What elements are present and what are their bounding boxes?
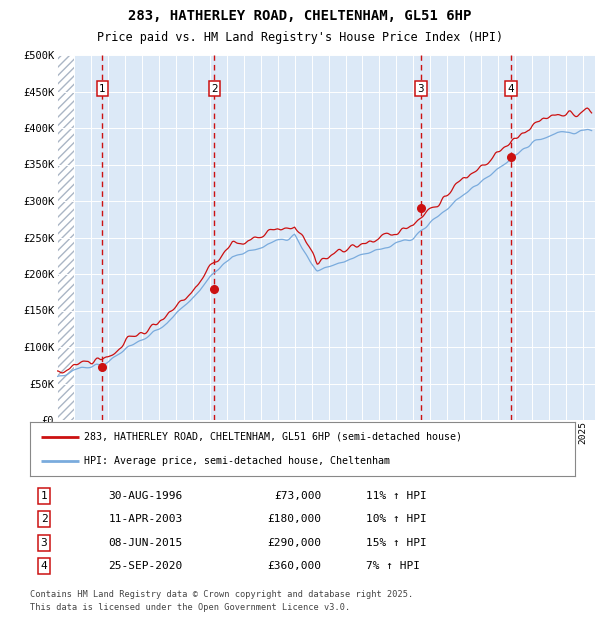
- Text: 3: 3: [418, 84, 424, 94]
- Text: £290,000: £290,000: [267, 538, 321, 547]
- Text: Contains HM Land Registry data © Crown copyright and database right 2025.: Contains HM Land Registry data © Crown c…: [30, 590, 413, 599]
- Text: £73,000: £73,000: [274, 491, 321, 501]
- Text: 3: 3: [41, 538, 47, 547]
- Text: 1: 1: [41, 491, 47, 501]
- Text: HPI: Average price, semi-detached house, Cheltenham: HPI: Average price, semi-detached house,…: [85, 456, 391, 466]
- Text: £180,000: £180,000: [267, 514, 321, 525]
- Text: 7% ↑ HPI: 7% ↑ HPI: [366, 561, 420, 571]
- Text: 11% ↑ HPI: 11% ↑ HPI: [366, 491, 427, 501]
- Text: 2: 2: [41, 514, 47, 525]
- Text: 15% ↑ HPI: 15% ↑ HPI: [366, 538, 427, 547]
- Text: 4: 4: [41, 561, 47, 571]
- Text: 283, HATHERLEY ROAD, CHELTENHAM, GL51 6HP (semi-detached house): 283, HATHERLEY ROAD, CHELTENHAM, GL51 6H…: [85, 432, 463, 441]
- Text: 283, HATHERLEY ROAD, CHELTENHAM, GL51 6HP: 283, HATHERLEY ROAD, CHELTENHAM, GL51 6H…: [128, 9, 472, 23]
- Text: 25-SEP-2020: 25-SEP-2020: [109, 561, 182, 571]
- Text: 4: 4: [508, 84, 514, 94]
- Text: 2: 2: [211, 84, 218, 94]
- Text: 11-APR-2003: 11-APR-2003: [109, 514, 182, 525]
- Text: 08-JUN-2015: 08-JUN-2015: [109, 538, 182, 547]
- Text: 1: 1: [99, 84, 106, 94]
- Text: 30-AUG-1996: 30-AUG-1996: [109, 491, 182, 501]
- Text: Price paid vs. HM Land Registry's House Price Index (HPI): Price paid vs. HM Land Registry's House …: [97, 32, 503, 45]
- Text: £360,000: £360,000: [267, 561, 321, 571]
- Text: This data is licensed under the Open Government Licence v3.0.: This data is licensed under the Open Gov…: [30, 603, 350, 612]
- Text: 10% ↑ HPI: 10% ↑ HPI: [366, 514, 427, 525]
